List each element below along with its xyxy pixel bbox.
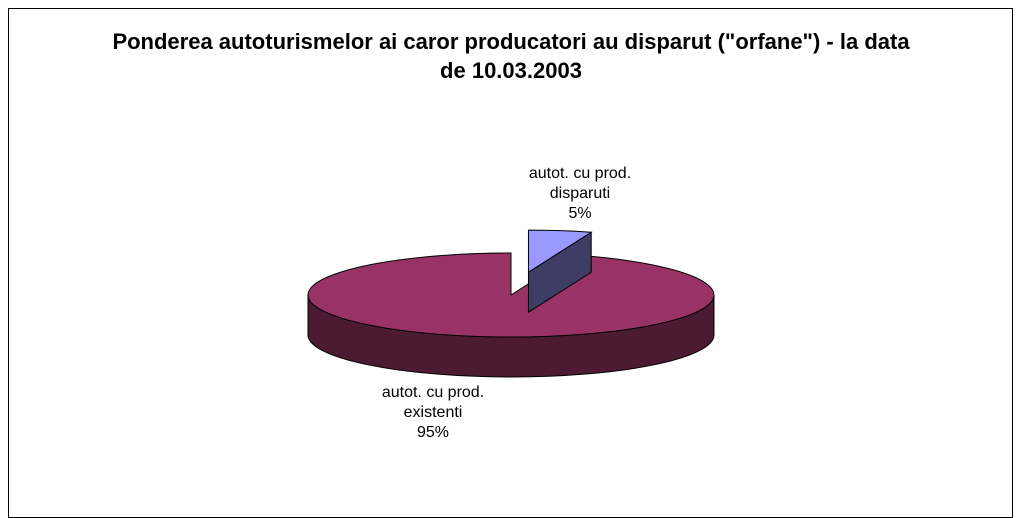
category-label: autot. cu prod. existenti (381, 384, 485, 421)
slice (307, 252, 715, 338)
slice-label: autot. cu prod. existenti 95% (358, 383, 508, 443)
value-label: 95% (416, 424, 450, 441)
slice (527, 229, 593, 274)
value-label: 5% (568, 205, 592, 222)
category-label: autot. cu prod. disparuti (528, 165, 632, 202)
chart-title: Ponderea autoturismelor ai caror produca… (112, 29, 910, 83)
slice-label: autot. cu prod. disparuti 5% (505, 164, 655, 224)
